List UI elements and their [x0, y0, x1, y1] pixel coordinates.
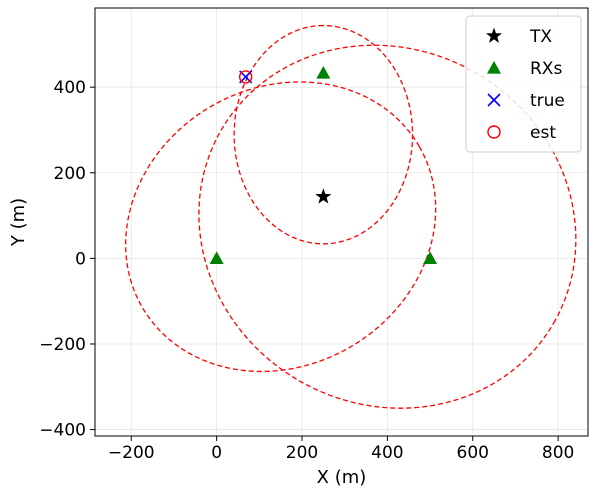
point-tx [315, 188, 332, 204]
legend-label-est: est [530, 123, 556, 143]
x-tick-label: 800 [542, 443, 574, 463]
point-rxs [209, 251, 224, 264]
y-tick-label: −400 [39, 421, 86, 441]
point-est [238, 70, 253, 84]
x-tick-label: 0 [211, 443, 222, 463]
legend-marker-true-stroke [487, 93, 501, 107]
legend: TX RXs true est [465, 15, 582, 153]
y-tick-label: −200 [39, 335, 86, 355]
ellipses [125, 24, 577, 409]
distance-ellipse [198, 44, 577, 409]
x-axis-label: X (m) [317, 467, 367, 488]
point-rxs [423, 251, 438, 264]
y-tick-label: 200 [54, 164, 86, 184]
x-tick-label: −200 [108, 443, 155, 463]
point-rxs [316, 66, 331, 79]
plot-frame [94, 7, 589, 437]
distance-ellipse [125, 81, 437, 373]
y-axis-label: Y (m) [8, 198, 29, 247]
legend-box [465, 15, 582, 153]
x-tick-label: 600 [457, 443, 489, 463]
y-tick-label: 0 [75, 249, 86, 269]
x-axis: −200 0 200 400 600 800 [108, 436, 574, 463]
legend-label-tx: TX [529, 27, 552, 47]
y-tick-label: 400 [54, 78, 86, 98]
legend-marker-true [487, 93, 501, 107]
legend-label-true: true [530, 91, 565, 111]
distance-ellipse [233, 24, 414, 245]
legend-marker-rxs [487, 61, 501, 74]
legend-label-rxs: RXs [530, 59, 562, 79]
x-tick-label: 200 [286, 443, 318, 463]
markers [209, 66, 438, 264]
legend-marker-est [487, 125, 501, 139]
legend-marker-tx [485, 27, 503, 43]
x-tick-label: 400 [371, 443, 403, 463]
y-axis: −400 −200 0 200 400 [39, 78, 95, 441]
